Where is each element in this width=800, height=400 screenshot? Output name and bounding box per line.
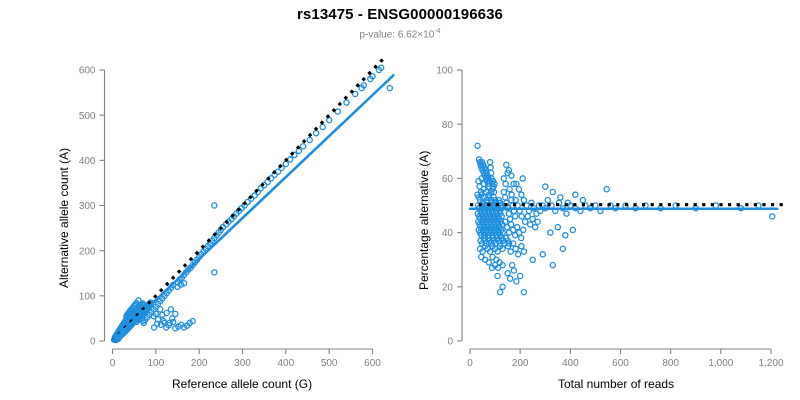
- y-tick-label: 400: [79, 156, 96, 167]
- y-tick-label: 100: [79, 291, 96, 302]
- axes: 0 100 200 300 400 500 600 0 100 200 300 400 500 600: [79, 66, 381, 369]
- right-panel: 0 200 400 600 800 1,000 1,200 0 20 40 60 80 100: [436, 66, 785, 369]
- regression-fit: [111, 74, 395, 343]
- x-tick-label: 300: [234, 358, 251, 369]
- x-tick-label: 0: [110, 358, 116, 369]
- x-tick-label: 400: [277, 358, 294, 369]
- y-tick-label: 20: [442, 282, 454, 293]
- y-tick-label: 60: [442, 174, 454, 185]
- x-tick-label: 0: [467, 358, 473, 369]
- x-tick-label: 200: [191, 358, 208, 369]
- left-panel: 0 100 200 300 400 500 600 0 100 200 300 400 500 600: [79, 58, 395, 369]
- right-panel-y-axis-title: Percentage alternative (A): [417, 150, 431, 290]
- x-tick-label: 600: [612, 358, 629, 369]
- x-tick-label: 1,000: [708, 358, 733, 369]
- right-panel-x-axis-title: Total number of reads: [558, 377, 675, 391]
- y-tick-label: 600: [79, 66, 96, 77]
- y-tick-label: 0: [90, 337, 96, 348]
- x-tick-label: 200: [512, 358, 529, 369]
- left-panel-y-axis-title: Alternative allele count (A): [57, 147, 71, 288]
- y-tick-label: 0: [447, 337, 453, 348]
- x-tick-label: 400: [562, 358, 579, 369]
- scatter-points: [474, 142, 776, 296]
- x-tick-label: 500: [321, 358, 338, 369]
- p-value-subtitle: p-value: 6.62×10-4: [0, 28, 800, 40]
- axes: 0 200 400 600 800 1,000 1,200 0 20 40 60 80 100: [436, 66, 784, 369]
- y-tick-label: 200: [79, 246, 96, 257]
- x-tick-label: 600: [364, 358, 381, 369]
- x-tick-label: 1,200: [758, 358, 783, 369]
- left-panel-x-axis-title: Reference allele count (G): [172, 377, 313, 391]
- y-tick-label: 100: [436, 66, 453, 77]
- x-tick-label: 800: [662, 358, 679, 369]
- x-tick-label: 100: [147, 358, 164, 369]
- page-title: rs13475 - ENSG00000196636: [297, 6, 503, 23]
- p-value-exponent: -4: [434, 28, 441, 35]
- y-tick-label: 40: [442, 228, 454, 239]
- y-tick-label: 80: [442, 120, 454, 131]
- identity-reference: [111, 58, 387, 343]
- y-tick-label: 300: [79, 201, 96, 212]
- y-tick-label: 500: [79, 111, 96, 122]
- p-value-text: p-value: 6.62×10: [359, 29, 435, 41]
